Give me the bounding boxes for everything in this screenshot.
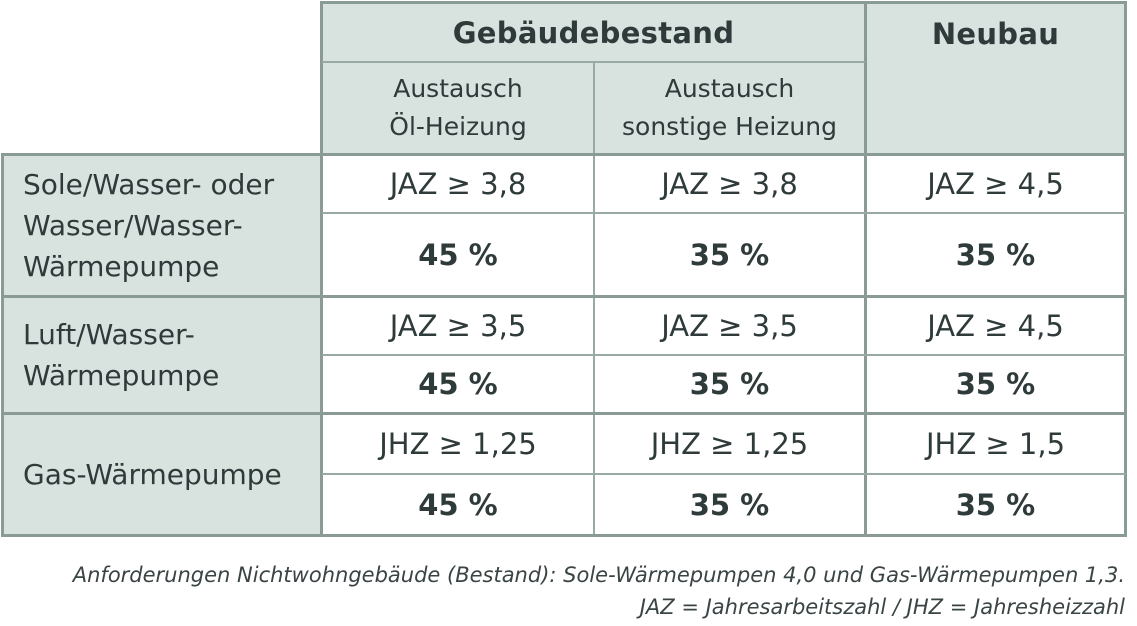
table-cell-pct: 35 % xyxy=(594,213,865,296)
row-label-line: Wärmepumpe xyxy=(23,359,220,392)
header-austausch-sonstige-line2: sonstige Heizung xyxy=(622,112,837,141)
req-text: JHZ ≥ 1,5 xyxy=(925,427,1066,461)
header-neubau-text: Neubau xyxy=(931,17,1060,51)
req-text: JAZ ≥ 3,5 xyxy=(661,309,798,343)
table-cell-pct: 35 % xyxy=(865,213,1126,296)
row-label-line: Wärmepumpe xyxy=(23,250,220,283)
pct-text: 45 % xyxy=(418,367,498,401)
header-gebaeudebestand-text: Gebäudebestand xyxy=(452,15,735,50)
grid-line xyxy=(1,153,4,536)
row-label-line: Luft/Wasser- xyxy=(23,318,195,351)
row-label-gas: Gas-Wärmepumpe xyxy=(3,414,322,535)
header-austausch-oel: Austausch Öl-Heizung xyxy=(322,62,594,154)
grid-line xyxy=(320,1,323,536)
table-cell-req: JHZ ≥ 1,25 xyxy=(322,414,594,474)
footnote-line-2: JAZ = Jahresarbeitszahl / JHZ = Jahreshe… xyxy=(639,595,1125,619)
header-gebaeudebestand: Gebäudebestand xyxy=(322,3,865,62)
table-cell-req: JAZ ≥ 3,8 xyxy=(322,155,594,213)
pct-text: 35 % xyxy=(689,367,770,401)
row-label-line: Gas-Wärmepumpe xyxy=(23,458,282,491)
header-austausch-oel-line2: Öl-Heizung xyxy=(389,112,527,141)
table-cell-pct: 35 % xyxy=(594,355,865,413)
grid-line xyxy=(593,62,595,536)
header-austausch-sonstige: Austausch sonstige Heizung xyxy=(594,62,865,154)
table-cell-req: JHZ ≥ 1,5 xyxy=(865,414,1126,474)
grid-line xyxy=(322,61,865,63)
req-text: JAZ ≥ 3,8 xyxy=(661,167,798,201)
pct-text: 35 % xyxy=(955,487,1036,522)
grid-line xyxy=(320,1,1127,4)
table-cell-pct: 45 % xyxy=(322,213,594,296)
row-label-sole-wasser: Sole/Wasser- oder Wasser/Wasser- Wärmepu… xyxy=(3,155,322,296)
row-label-luft-wasser: Luft/Wasser- Wärmepumpe xyxy=(3,297,322,413)
row-label-line: Sole/Wasser- oder xyxy=(23,168,275,201)
grid-line xyxy=(322,212,1126,214)
table-cell-pct: 45 % xyxy=(322,474,594,535)
grid-line xyxy=(864,1,867,536)
grid-line xyxy=(1,534,1127,537)
req-text: JAZ ≥ 3,8 xyxy=(389,167,527,201)
grid-line xyxy=(1,153,1127,156)
header-neubau: Neubau xyxy=(865,3,1126,154)
footnote-line-1: Anforderungen Nichtwohngebäude (Bestand)… xyxy=(72,563,1125,587)
table-cell-req: JAZ ≥ 4,5 xyxy=(865,297,1126,355)
grid-line xyxy=(1,295,1127,298)
row-label-line: Wasser/Wasser- xyxy=(23,209,243,242)
header-austausch-oel-line1: Austausch xyxy=(393,74,523,103)
pct-text: 35 % xyxy=(689,237,770,272)
grid-line xyxy=(322,473,1126,475)
table-cell-pct: 35 % xyxy=(865,474,1126,535)
pct-text: 45 % xyxy=(418,237,498,272)
table-cell-req: JAZ ≥ 3,5 xyxy=(594,297,865,355)
table-cell-req: JAZ ≥ 3,5 xyxy=(322,297,594,355)
header-austausch-sonstige-line1: Austausch xyxy=(664,74,795,103)
pct-text: 45 % xyxy=(418,487,498,522)
req-text: JHZ ≥ 1,25 xyxy=(379,427,537,461)
table-cell-pct: 35 % xyxy=(865,355,1126,413)
grid-line xyxy=(1124,1,1127,536)
table-cell-pct: 45 % xyxy=(322,355,594,413)
grid-line xyxy=(322,354,1126,356)
req-text: JAZ ≥ 4,5 xyxy=(927,167,1064,201)
grid-line xyxy=(1,412,1127,415)
req-text: JHZ ≥ 1,25 xyxy=(650,427,809,461)
req-text: JAZ ≥ 3,5 xyxy=(389,309,527,343)
pct-text: 35 % xyxy=(955,237,1036,272)
table-cell-pct: 35 % xyxy=(594,474,865,535)
pct-text: 35 % xyxy=(955,367,1036,401)
table-cell-req: JHZ ≥ 1,25 xyxy=(594,414,865,474)
req-text: JAZ ≥ 4,5 xyxy=(927,309,1064,343)
table-cell-req: JAZ ≥ 3,8 xyxy=(594,155,865,213)
pct-text: 35 % xyxy=(689,487,770,522)
table-cell-req: JAZ ≥ 4,5 xyxy=(865,155,1126,213)
